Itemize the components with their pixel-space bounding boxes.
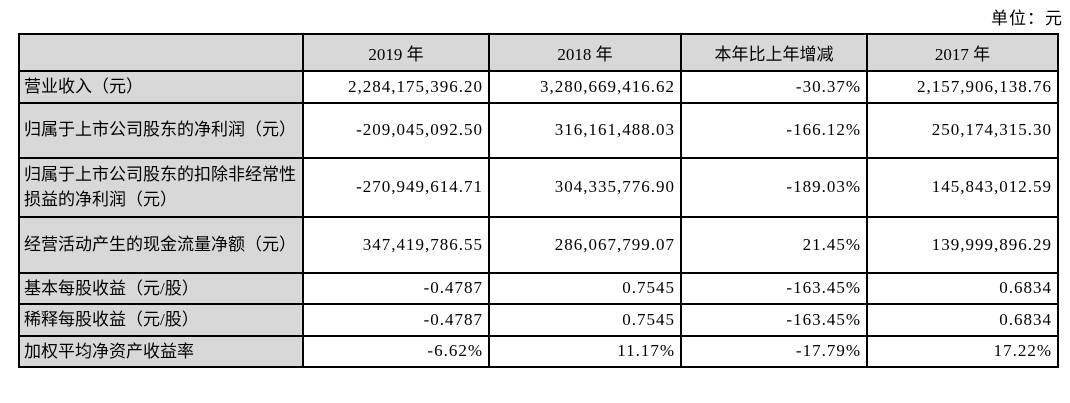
value-cell-change: -163.45% [680,271,868,305]
column-header-2018: 2018 年 [488,33,682,72]
table-row-net-profit-excl-nonrecurring: 归属于上市公司股东的扣除非经常性损益的净利润（元） -270,949,614.7… [18,156,1059,218]
value-cell-2017: 2,157,906,138.76 [866,70,1059,104]
column-header-2019: 2019 年 [302,33,490,72]
value-cell-2018: 3,280,669,416.62 [488,70,682,104]
value-cell-change: -166.12% [680,101,868,159]
value-cell-2018: 11.17% [488,334,682,368]
table-row-net-profit: 归属于上市公司股东的净利润（元） -209,045,092.50 316,161… [18,101,1059,159]
table-row-diluted-eps: 稀释每股收益（元/股） -0.4787 0.7545 -163.45% 0.68… [18,303,1059,337]
row-label: 归属于上市公司股东的净利润（元） [18,101,304,159]
value-cell-change: -17.79% [680,334,868,368]
value-cell-2018: 0.7545 [488,303,682,337]
value-cell-2017: 0.6834 [866,271,1059,305]
value-cell-2019: -0.4787 [302,271,490,305]
column-header-blank [18,33,304,72]
row-label: 营业收入（元） [18,70,304,104]
value-cell-2019: -6.62% [302,334,490,368]
row-label: 加权平均净资产收益率 [18,334,304,368]
column-header-yoy-change: 本年比上年增减 [680,33,868,72]
table-row-revenue: 营业收入（元） 2,284,175,396.20 3,280,669,416.6… [18,70,1059,104]
unit-label: 单位：元 [991,9,1063,28]
row-label: 归属于上市公司股东的扣除非经常性损益的净利润（元） [18,156,304,218]
value-cell-2017: 250,174,315.30 [866,101,1059,159]
value-cell-2019: 2,284,175,396.20 [302,70,490,104]
column-header-2017: 2017 年 [866,33,1059,72]
value-cell-2018: 304,335,776.90 [488,156,682,218]
table-row-basic-eps: 基本每股收益（元/股） -0.4787 0.7545 -163.45% 0.68… [18,271,1059,305]
key-financials-table: 2019 年 2018 年 本年比上年增减 2017 年 营业收入（元） 2,2… [18,33,1059,368]
value-cell-2017: 145,843,012.59 [866,156,1059,218]
table-row-weighted-avg-roe: 加权平均净资产收益率 -6.62% 11.17% -17.79% 17.22% [18,334,1059,368]
row-label: 经营活动产生的现金流量净额（元） [18,215,304,274]
value-cell-2018: 0.7545 [488,271,682,305]
value-cell-change: -189.03% [680,156,868,218]
value-cell-2018: 286,067,799.07 [488,215,682,274]
value-cell-change: -163.45% [680,303,868,337]
value-cell-change: -30.37% [680,70,868,104]
table-header-row: 2019 年 2018 年 本年比上年增减 2017 年 [18,33,1059,72]
table-row-operating-cash-flow: 经营活动产生的现金流量净额（元） 347,419,786.55 286,067,… [18,215,1059,274]
value-cell-2017: 17.22% [866,334,1059,368]
row-label: 基本每股收益（元/股） [18,271,304,305]
value-cell-2019: -270,949,614.71 [302,156,490,218]
value-cell-2017: 0.6834 [866,303,1059,337]
value-cell-2018: 316,161,488.03 [488,101,682,159]
row-label: 稀释每股收益（元/股） [18,303,304,337]
value-cell-2019: -209,045,092.50 [302,101,490,159]
value-cell-2019: -0.4787 [302,303,490,337]
value-cell-change: 21.45% [680,215,868,274]
value-cell-2019: 347,419,786.55 [302,215,490,274]
value-cell-2017: 139,999,896.29 [866,215,1059,274]
